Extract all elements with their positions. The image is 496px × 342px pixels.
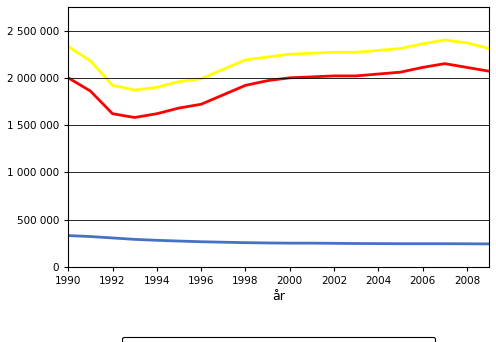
Legend: företagare, löntagare, sysselsatta: företagare, löntagare, sysselsatta: [122, 337, 435, 342]
X-axis label: år: år: [272, 290, 285, 303]
